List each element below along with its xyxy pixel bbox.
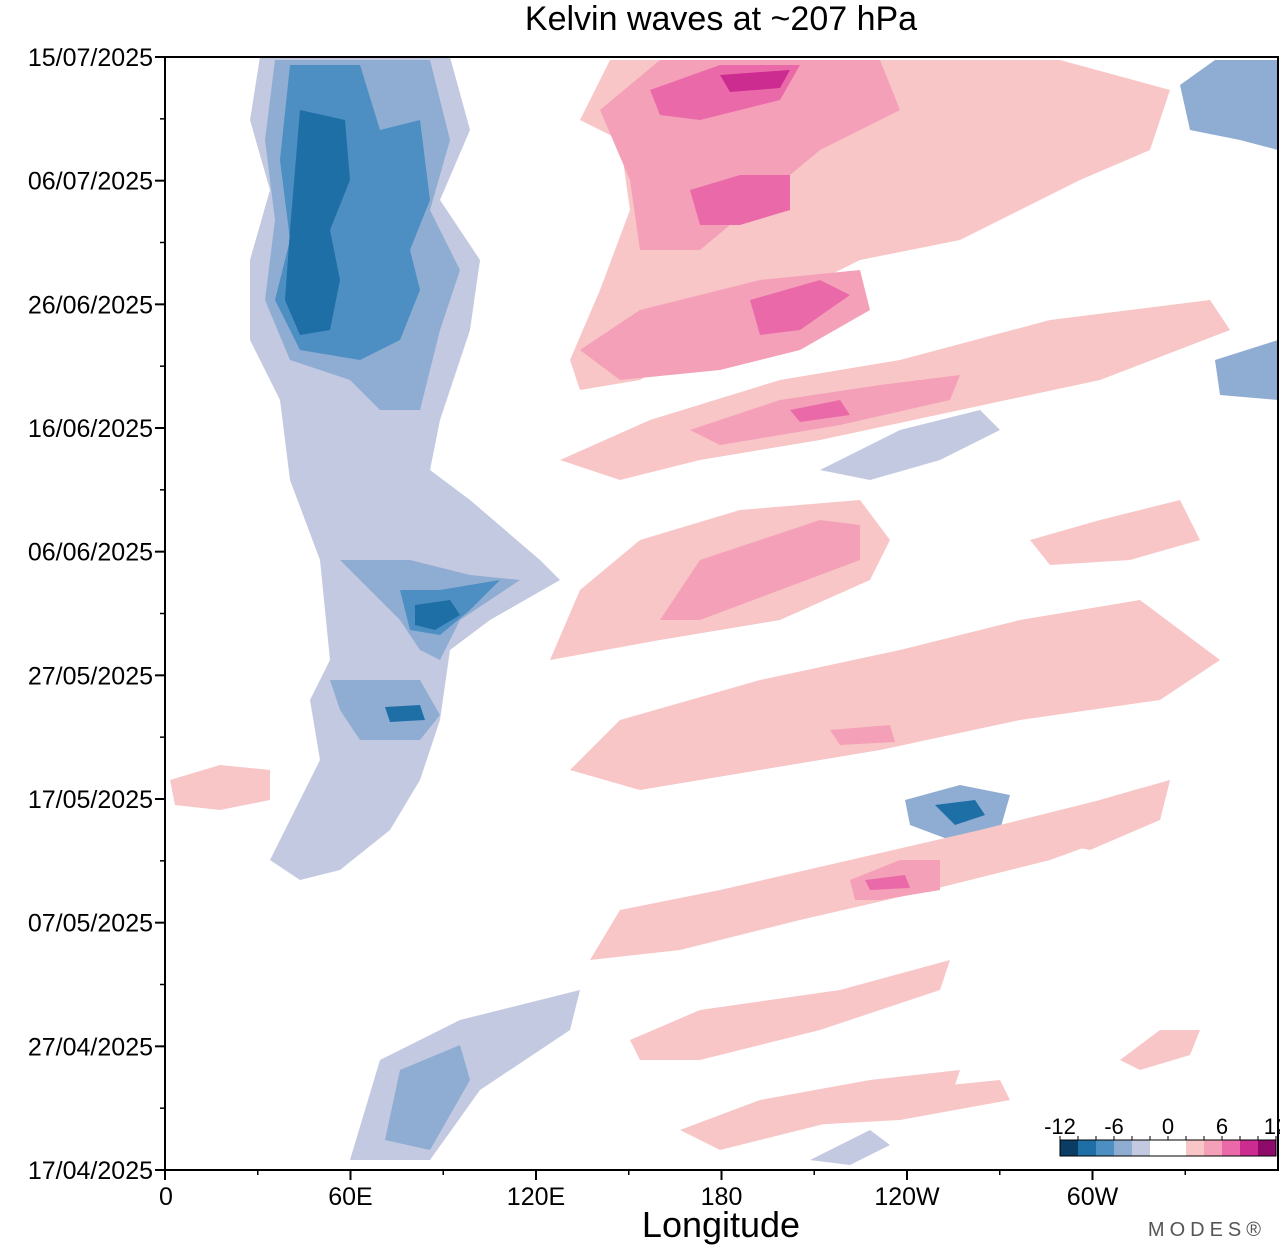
- colorbar-label: 0: [1162, 1114, 1174, 1139]
- y-tick-label: 26/06/2025: [28, 291, 153, 319]
- pos-band-may-core: [865, 875, 910, 890]
- y-tick-label: 27/05/2025: [28, 662, 153, 690]
- x-tick-label: 180: [701, 1183, 743, 1211]
- colorbar-segment: [1204, 1140, 1223, 1156]
- neg-region-late-april: [810, 1130, 890, 1165]
- colorbar: -12 -6 0 6 12: [1044, 1114, 1280, 1157]
- colorbar-segment: [1078, 1140, 1097, 1156]
- pos-band-bottom: [800, 1080, 1010, 1125]
- neg-blob-may: [415, 600, 460, 630]
- x-tick-label: 0: [159, 1183, 173, 1211]
- neg-region-april-core: [385, 1045, 470, 1150]
- pos-band-early-jun-core: [660, 520, 860, 620]
- x-tick-label: 120E: [507, 1183, 565, 1211]
- neg-region-level4: [285, 110, 350, 335]
- colorbar-segment: [1060, 1140, 1079, 1156]
- pos-blob-east-jun: [1030, 500, 1200, 565]
- colorbar-label: 6: [1216, 1114, 1228, 1139]
- y-tick-label: 07/05/2025: [28, 910, 153, 938]
- colorbar-segment: [1132, 1140, 1151, 1156]
- y-tick-label: 17/04/2025: [28, 1157, 153, 1185]
- y-tick-label: 17/05/2025: [28, 786, 153, 814]
- contour-field: [170, 57, 1278, 1165]
- neg-region-east-jun: [820, 410, 1000, 480]
- neg-region-east-top: [1180, 60, 1278, 150]
- colorbar-label: 12: [1264, 1114, 1280, 1139]
- colorbar-segment: [1168, 1140, 1187, 1156]
- pos-band-jun-core: [750, 280, 850, 335]
- colorbar-segment: [1096, 1140, 1115, 1156]
- y-tick-label: 06/07/2025: [28, 168, 153, 196]
- neg-region-east-mid: [1215, 340, 1278, 400]
- x-tick-label: 60E: [328, 1183, 372, 1211]
- chart-title: Kelvin waves at ~207 hPa: [525, 0, 917, 38]
- pos-band-late-may: [570, 600, 1220, 790]
- pos-blob-east-may: [1040, 780, 1170, 850]
- colorbar-segment: [1258, 1140, 1277, 1156]
- neg-region-low: [330, 680, 440, 740]
- pos-blob-west-may: [170, 765, 270, 810]
- colorbar-segment: [1150, 1140, 1169, 1156]
- y-tick-label: 06/06/2025: [28, 539, 153, 567]
- y-tick-label: 15/07/2025: [28, 44, 153, 72]
- y-axis: 17/04/2025 27/04/2025 07/05/2025 17/05/2025…: [28, 44, 165, 1185]
- x-tick-label: 120W: [874, 1183, 940, 1211]
- pos-band-16jun-core: [790, 400, 850, 422]
- pos-blob-east-late-april: [1120, 1030, 1200, 1070]
- x-axis: 0 60E 120E 180 120W 60W: [159, 1170, 1186, 1211]
- colorbar-segment: [1240, 1140, 1259, 1156]
- x-tick-label: 60W: [1067, 1183, 1119, 1211]
- y-tick-label: 16/06/2025: [28, 415, 153, 443]
- pos-band-april: [630, 960, 950, 1060]
- pos-band-top-core: [720, 70, 790, 92]
- colorbar-label: -6: [1104, 1114, 1124, 1139]
- colorbar-segment: [1222, 1140, 1241, 1156]
- x-axis-label: Longitude: [642, 1204, 800, 1245]
- colorbar-segment: [1186, 1140, 1205, 1156]
- colorbar-segment: [1114, 1140, 1133, 1156]
- pos-band-late-may-core: [830, 725, 895, 745]
- colorbar-label: -12: [1044, 1114, 1076, 1139]
- neg-region-low-core: [385, 705, 425, 722]
- pos-band-upper-core: [690, 175, 790, 225]
- neg-blob-mid-may-core: [935, 800, 985, 825]
- y-tick-label: 27/04/2025: [28, 1033, 153, 1061]
- modes-logo: MODES®: [1148, 1219, 1266, 1241]
